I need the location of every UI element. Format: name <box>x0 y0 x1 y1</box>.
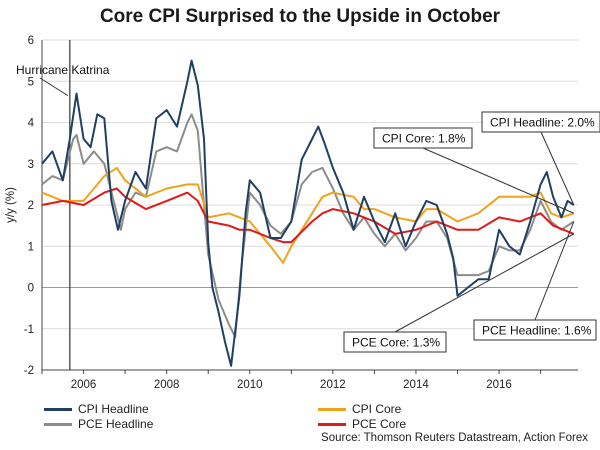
callout-pce-core-box <box>343 331 447 353</box>
source-note: Source: Thomson Reuters Datastream, Acti… <box>321 432 588 444</box>
y-tick-label: 4 <box>28 118 35 130</box>
x-tick-label: 2012 <box>320 379 346 391</box>
callout-cpi-core-leader <box>422 147 575 214</box>
y-axis-label: y/y (%) <box>5 187 17 223</box>
legend-label-cpi-headline: CPI Headline <box>78 402 149 416</box>
legend-label-pce-core: PCE Core <box>352 417 407 431</box>
y-tick-label: 1 <box>28 241 34 253</box>
y-tick-label: 3 <box>28 159 34 171</box>
y-tick-label: 2 <box>28 200 34 212</box>
callout-cpi-headline-label: CPI Headline: 2.0% <box>490 116 595 130</box>
legend-item-cpi-headline: CPI Headline <box>44 402 153 417</box>
x-tick-label: 2010 <box>237 379 263 391</box>
x-tick-label: 2006 <box>71 379 97 391</box>
annotation-arrow-hurricane <box>39 77 69 97</box>
y-tick-label: 5 <box>28 76 34 88</box>
callout-cpi-core-label: CPI Core: 1.8% <box>382 132 466 146</box>
y-tick-label: -2 <box>24 365 34 377</box>
y-tick-label: 0 <box>28 283 34 295</box>
line-chart: -2 -1 0 1 2 3 4 5 6 2006 2008 2010 2012 2014 2016 y/y (… <box>5 35 600 391</box>
legend-item-pce-core: PCE Core <box>318 417 406 432</box>
y-tick-label: 6 <box>28 35 34 47</box>
y-tick-label: -1 <box>24 324 34 336</box>
legend-swatch-pce-core <box>318 423 346 426</box>
callout-pce-headline-box <box>473 319 597 341</box>
x-tick-label: 2016 <box>486 379 512 391</box>
callout-pce-headline-leader <box>534 221 575 321</box>
callout-pce-core-label: PCE Core: 1.3% <box>352 336 440 350</box>
legend-swatch-cpi-core <box>318 408 346 411</box>
callout-cpi-headline-box <box>481 111 600 133</box>
series-line-cpi-headline <box>41 59 575 367</box>
callout-cpi-core-box <box>373 127 473 149</box>
series-line-pce-headline <box>41 113 575 338</box>
legend-right: CPI Core PCE Core <box>318 402 406 432</box>
x-tick-label: 2008 <box>154 379 180 391</box>
annotation-hurricane-katrina: Hurricane Katrina <box>16 63 110 77</box>
legend-item-cpi-core: CPI Core <box>318 402 406 417</box>
series-line-cpi-core <box>41 166 575 264</box>
legend-left: CPI Headline PCE Headline <box>44 402 153 432</box>
callout-pce-headline-label: PCE Headline: 1.6% <box>482 324 592 338</box>
legend-swatch-pce-headline <box>44 423 72 426</box>
chart-title: Core CPI Surprised to the Upside in Octo… <box>99 6 501 27</box>
callout-cpi-headline-leader <box>540 131 575 206</box>
callout-pce-core-leader <box>394 233 575 333</box>
legend-label-pce-headline: PCE Headline <box>78 417 154 431</box>
legend-label-cpi-core: CPI Core <box>352 402 402 416</box>
x-tick-label: 2014 <box>403 379 429 391</box>
series-line-pce-core <box>41 187 575 244</box>
legend-item-pce-headline: PCE Headline <box>44 417 153 432</box>
legend-swatch-cpi-headline <box>44 408 72 411</box>
